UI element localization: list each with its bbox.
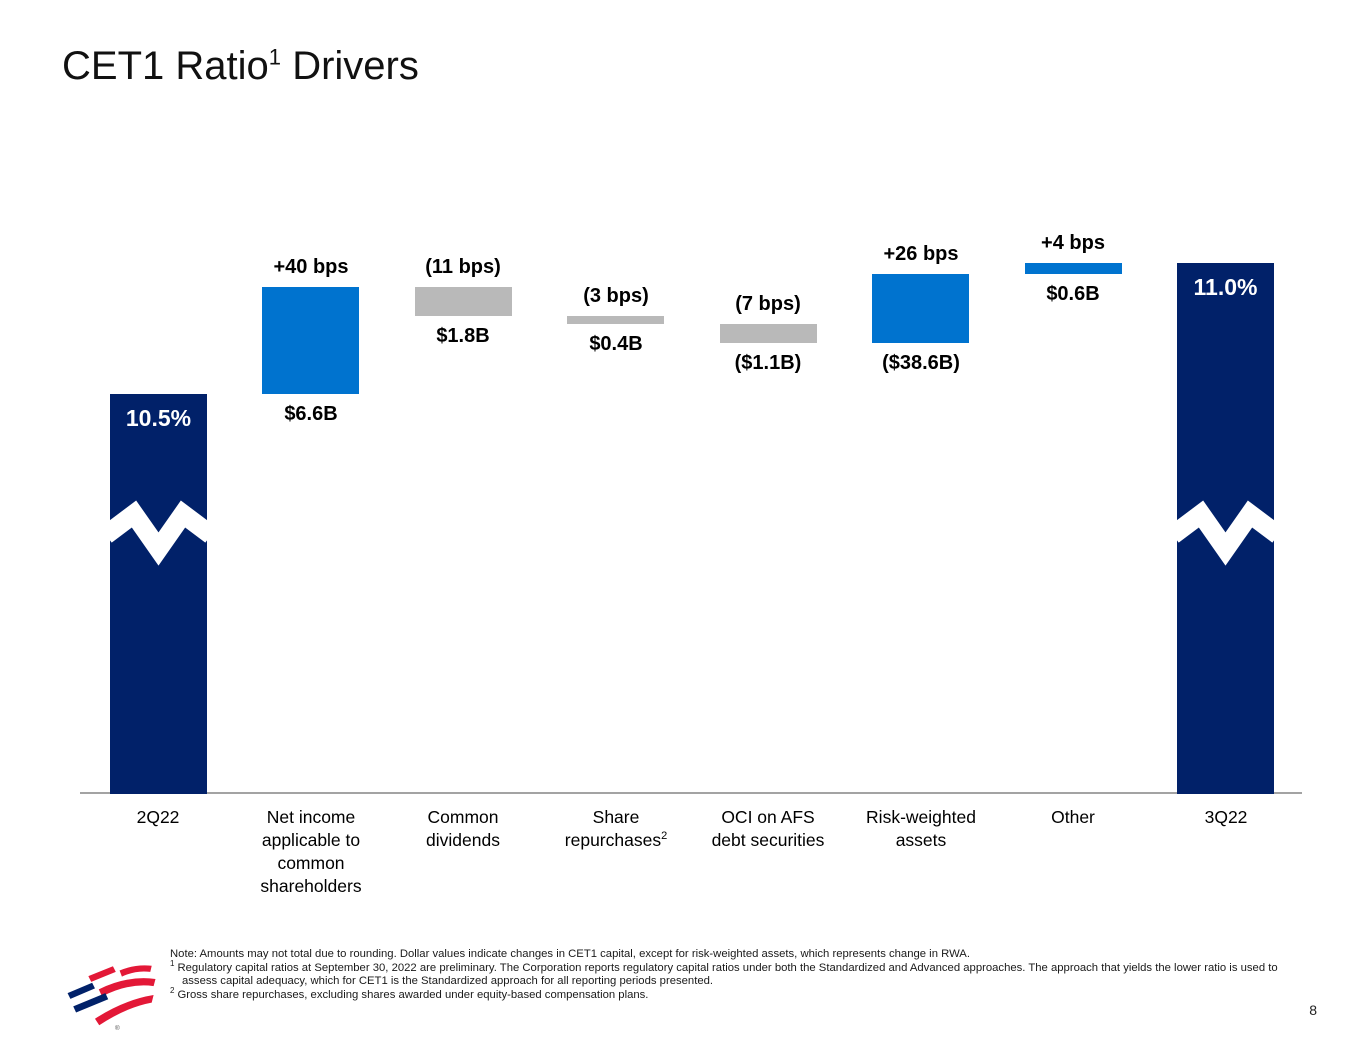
- axis-break-zigzag-icon: [110, 500, 207, 566]
- bar-oci-on-afs-debt-securities: [720, 324, 817, 343]
- category-label-risk-weighted-assets: Risk-weighted assets: [866, 807, 976, 850]
- page-title: CET1 Ratio1 Drivers: [62, 44, 419, 89]
- page-number: 8: [1309, 1002, 1317, 1018]
- bps-label-oci-on-afs-debt-securities: (7 bps): [735, 293, 801, 315]
- bar-common-dividends: [415, 287, 512, 316]
- bps-label-net-income-applicable-to-common-shareholders: +40 bps: [273, 256, 349, 278]
- registered-mark: ®: [115, 1024, 120, 1032]
- footnotes: Note: Amounts may not total due to round…: [170, 948, 1282, 1002]
- category-footnote-marker: 2: [661, 830, 668, 843]
- bar-net-income-applicable-to-common-shareholders: [262, 287, 359, 394]
- amount-label-other: $0.6B: [1046, 283, 1100, 305]
- amount-label-oci-on-afs-debt-securities: ($1.1B): [734, 352, 802, 374]
- footnote-2-marker: 2: [170, 986, 175, 996]
- bps-label-other: +4 bps: [1041, 232, 1105, 254]
- footnote-2-text: Gross share repurchases, excluding share…: [177, 988, 649, 1001]
- category-label-2q22: 2Q22: [136, 807, 180, 827]
- bar-risk-weighted-assets: [872, 274, 969, 343]
- bps-label-share-repurchases: (3 bps): [583, 285, 649, 307]
- bar-value-2q22: 10.5%: [125, 405, 192, 431]
- bps-label-common-dividends: (11 bps): [425, 256, 501, 278]
- category-label-oci-on-afs-debt-securities: OCI on AFS debt securities: [711, 807, 825, 850]
- bank-of-america-logo-icon: ®: [67, 965, 156, 1032]
- footnote-note: Note: Amounts may not total due to round…: [170, 948, 1282, 962]
- footnote-1-text: Regulatory capital ratios at September 3…: [177, 961, 1278, 988]
- x-axis-line: [80, 792, 1302, 794]
- category-label-common-dividends: Common dividends: [426, 807, 500, 850]
- amount-label-risk-weighted-assets: ($38.6B): [882, 352, 960, 374]
- bar-other: [1025, 263, 1122, 274]
- category-label-other: Other: [1051, 807, 1095, 827]
- category-label-share-repurchases: Share repurchases2: [564, 807, 668, 850]
- bar-value-3q22: 11.0%: [1193, 274, 1258, 300]
- footnote-2: 2 Gross share repurchases, excluding shar…: [170, 986, 1282, 1003]
- bar-3q22: 11.0%: [1177, 263, 1274, 794]
- amount-label-net-income-applicable-to-common-shareholders: $6.6B: [284, 403, 338, 425]
- amount-label-share-repurchases: $0.4B: [589, 333, 643, 355]
- bar-2q22: 10.5%: [110, 394, 207, 794]
- page-title-text-suffix: Drivers: [292, 44, 419, 88]
- footnote-1: 1 Regulatory capital ratios at September …: [170, 958, 1282, 989]
- page-title-footnote-marker: 1: [268, 44, 281, 70]
- footnote-note-text: Note: Amounts may not total due to round…: [170, 948, 970, 960]
- category-label-3q22: 3Q22: [1204, 807, 1248, 827]
- bar-share-repurchases: [567, 316, 664, 324]
- footnote-1-marker: 1: [170, 958, 175, 968]
- amount-label-common-dividends: $1.8B: [436, 325, 490, 347]
- page-title-text: CET1 Ratio: [62, 44, 269, 88]
- bps-label-risk-weighted-assets: +26 bps: [883, 243, 959, 265]
- axis-break-zigzag-icon: [1177, 500, 1274, 566]
- category-label-net-income-applicable-to-common-shareholders: Net income applicable to common sharehol…: [260, 807, 362, 896]
